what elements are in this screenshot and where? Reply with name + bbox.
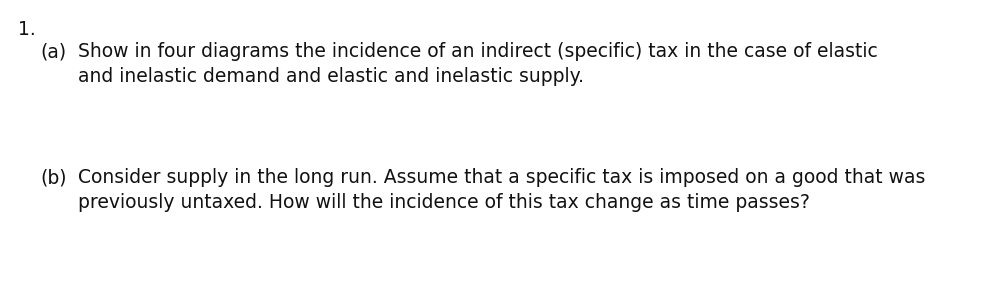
Text: Consider supply in the long run. Assume that a specific tax is imposed on a good: Consider supply in the long run. Assume … <box>78 168 925 212</box>
Text: Show in four diagrams the incidence of an indirect (specific) tax in the case of: Show in four diagrams the incidence of a… <box>78 42 878 86</box>
Text: (b): (b) <box>40 168 67 187</box>
Text: 1.: 1. <box>18 20 35 39</box>
Text: (a): (a) <box>40 42 66 61</box>
